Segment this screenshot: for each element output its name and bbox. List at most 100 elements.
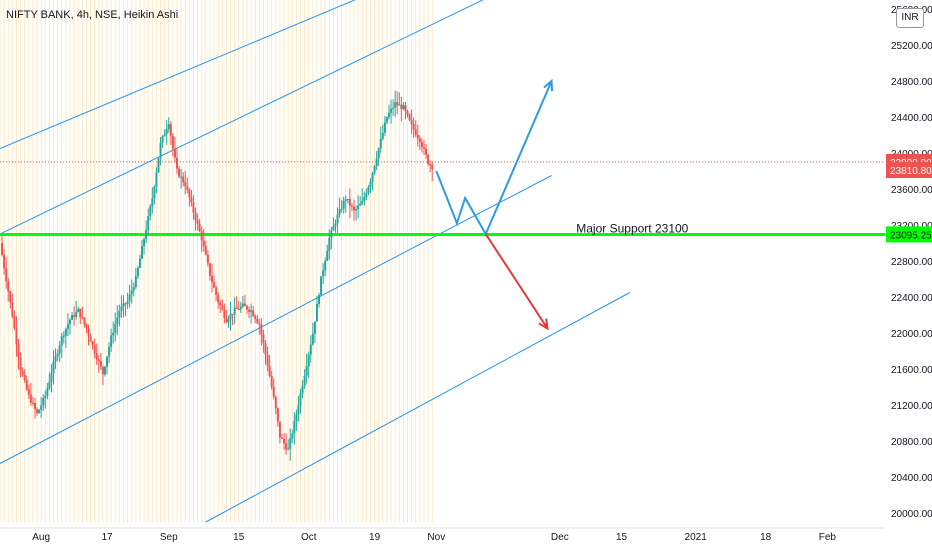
candle-body xyxy=(38,409,41,414)
candle-body xyxy=(155,172,158,187)
candle-body xyxy=(311,333,314,345)
candle-body xyxy=(392,107,395,109)
candle-body xyxy=(262,334,265,344)
candle-body xyxy=(13,316,16,329)
candle-body xyxy=(206,254,209,264)
candle-body xyxy=(239,306,242,310)
candle-body xyxy=(266,354,269,366)
y-tick-label: 20800.00 xyxy=(891,437,932,448)
candle-body xyxy=(64,328,67,336)
candle-body xyxy=(344,199,347,201)
candle-body xyxy=(318,295,321,305)
candle-body xyxy=(223,309,226,318)
candle-body xyxy=(44,396,47,399)
candle-body xyxy=(387,112,390,118)
y-tick-label: 22800.00 xyxy=(891,257,932,268)
candle-body xyxy=(163,134,166,137)
candle-body xyxy=(73,315,76,317)
candle-body xyxy=(151,198,154,207)
candle-body xyxy=(58,345,61,354)
candle-body xyxy=(167,124,170,130)
candle-body xyxy=(373,165,376,173)
candle-body xyxy=(227,319,230,323)
candle-body xyxy=(400,104,403,110)
candle-body xyxy=(50,373,53,382)
candle-body xyxy=(375,158,378,166)
channel-lower-line xyxy=(205,292,631,523)
candle-body xyxy=(3,255,6,269)
x-tick-label: Dec xyxy=(551,532,569,543)
candle-body xyxy=(40,405,43,410)
candle-body xyxy=(357,205,360,209)
candle-body xyxy=(36,408,39,414)
candle-body xyxy=(118,310,121,318)
candle-body xyxy=(196,220,199,224)
candle-body xyxy=(186,186,189,190)
price-tag-support: 23095.25 xyxy=(890,230,932,241)
candle-body xyxy=(268,365,271,376)
candle-body xyxy=(225,317,228,323)
candle-body xyxy=(229,314,232,320)
candle-body xyxy=(383,122,386,133)
candle-body xyxy=(149,206,152,217)
candle-body xyxy=(420,142,423,148)
projection-down-path xyxy=(484,233,549,330)
candle-body xyxy=(340,208,343,210)
channel-middle-line xyxy=(0,175,552,464)
candle-body xyxy=(145,229,148,240)
candle-body xyxy=(361,200,364,204)
candle-body xyxy=(408,114,411,120)
candle-body xyxy=(169,124,172,136)
currency-badge[interactable]: INR xyxy=(896,8,924,28)
candle-body xyxy=(338,208,341,215)
candle-body xyxy=(103,366,106,375)
candle-body xyxy=(11,302,14,317)
candle-body xyxy=(200,231,203,241)
candle-body xyxy=(1,243,4,256)
candle-body xyxy=(97,359,100,361)
y-tick-label: 25200.00 xyxy=(891,41,932,52)
x-tick-label: 19 xyxy=(369,532,381,543)
candle-body xyxy=(192,202,195,213)
price-tag-secondary: 23810.80 xyxy=(890,166,932,177)
candle-body xyxy=(68,319,71,325)
x-tick-label: Oct xyxy=(301,532,317,543)
candle-body xyxy=(29,394,32,403)
candle-body xyxy=(190,197,193,203)
candle-body xyxy=(138,258,141,268)
candle-body xyxy=(114,324,117,333)
candle-body xyxy=(217,294,220,303)
price-tag-support-bg xyxy=(886,226,932,243)
candle-body xyxy=(213,282,216,288)
candle-body xyxy=(60,336,63,346)
candle-body xyxy=(48,381,51,389)
candle-body xyxy=(283,438,286,444)
candle-body xyxy=(431,164,434,170)
candle-body xyxy=(422,147,425,149)
candle-body xyxy=(353,206,355,211)
x-tick-label: Aug xyxy=(32,532,50,543)
x-tick-label: 18 xyxy=(760,532,772,543)
candle-body xyxy=(350,205,353,207)
candle-body xyxy=(260,324,263,335)
candle-body xyxy=(81,317,84,319)
candle-body xyxy=(173,148,176,158)
candle-body xyxy=(198,223,201,232)
candle-body xyxy=(71,315,74,320)
candle-body xyxy=(231,314,234,316)
candle-body xyxy=(396,102,399,106)
candle-body xyxy=(402,105,405,110)
candle-body xyxy=(245,306,248,310)
channel-upper-inner-line xyxy=(0,0,484,235)
candle-body xyxy=(9,291,12,303)
candle-body xyxy=(371,172,374,182)
candle-body xyxy=(23,374,26,380)
candle-body xyxy=(165,129,168,135)
candle-body xyxy=(307,354,310,367)
candle-body xyxy=(270,375,273,388)
candle-body xyxy=(313,321,316,334)
candle-body xyxy=(264,343,267,355)
candle-body xyxy=(256,319,259,323)
